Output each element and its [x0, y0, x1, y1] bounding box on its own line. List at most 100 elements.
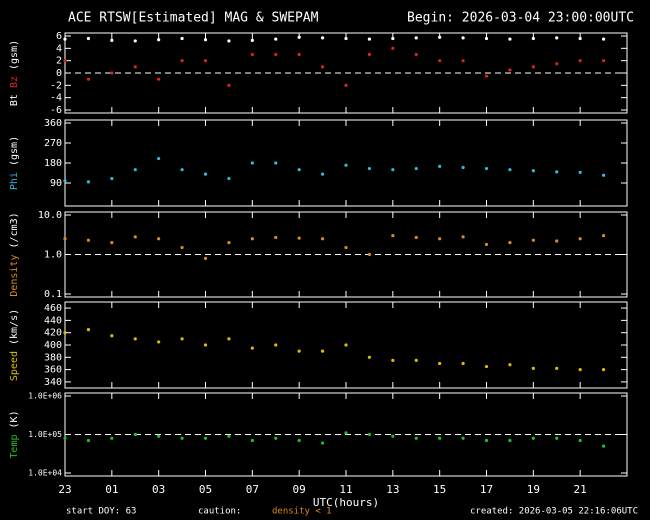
panel-frame [64, 119, 628, 207]
data-point [555, 62, 559, 66]
data-point [157, 77, 161, 81]
data-point [63, 237, 67, 241]
data-point [133, 65, 137, 69]
legend-entry: Speed [9, 351, 20, 381]
y-tick-label: 4 [56, 43, 62, 54]
data-point [63, 59, 67, 63]
y-tick-label: 400 [44, 340, 62, 351]
data-point [531, 65, 535, 69]
data-point [578, 36, 582, 41]
data-point [391, 46, 395, 50]
x-tick-label: 01 [105, 483, 118, 496]
data-point [180, 436, 184, 440]
data-point [250, 346, 254, 350]
data-point [157, 38, 161, 42]
x-tick-label: 21 [574, 483, 587, 496]
data-point [484, 74, 489, 78]
data-point [203, 59, 208, 63]
data-point [578, 237, 582, 241]
data-point [414, 436, 418, 440]
data-point [227, 176, 231, 181]
data-point [438, 237, 442, 241]
data-point [461, 235, 465, 239]
data-point [367, 252, 372, 257]
data-point [344, 163, 348, 167]
y-tick-label: 420 [44, 328, 62, 339]
data-point [461, 59, 465, 63]
data-point [110, 38, 114, 42]
y-tick-label: 360 [44, 118, 62, 129]
y-tick-label: 270 [44, 138, 62, 149]
data-point [555, 170, 559, 174]
data-point [367, 432, 372, 437]
data-point [274, 436, 278, 440]
x-tick-label: 19 [527, 483, 540, 496]
data-point [367, 52, 372, 57]
data-point [601, 173, 606, 177]
y-tick-label: 180 [44, 158, 62, 169]
data-point [250, 161, 254, 165]
x-tick-label: 09 [293, 483, 306, 496]
x-tick-label: 03 [152, 483, 165, 496]
data-point [157, 434, 161, 438]
x-tick-label: 15 [433, 483, 446, 496]
legend-entry: Bt [9, 94, 20, 106]
y-unit: (K) [9, 410, 20, 428]
y-tick-label: 460 [44, 303, 62, 314]
data-point [133, 168, 137, 172]
data-point [391, 168, 395, 172]
data-point [86, 328, 91, 332]
data-point [344, 431, 348, 435]
x-tick-label: 23 [58, 483, 71, 496]
data-point [531, 436, 535, 440]
data-point [110, 334, 114, 338]
data-point [63, 37, 67, 41]
data-point [555, 239, 559, 243]
y-axis-label: Temp (K) [9, 410, 20, 458]
data-point [297, 438, 301, 443]
y-axis-label: Speed (km/s) [9, 309, 20, 381]
data-point [86, 238, 91, 242]
x-axis-label: UTC(hours) [313, 496, 379, 509]
data-point [227, 337, 231, 341]
data-point [297, 35, 301, 39]
data-point [203, 436, 208, 440]
data-point [531, 169, 535, 173]
data-point [367, 37, 372, 41]
data-point [414, 36, 418, 40]
data-point [438, 35, 442, 39]
data-point [367, 355, 372, 359]
data-point [133, 432, 137, 437]
data-point [320, 441, 325, 445]
data-point [203, 343, 208, 347]
data-point [180, 337, 184, 341]
data-point [484, 36, 489, 41]
data-point [344, 83, 348, 87]
data-point [227, 434, 231, 438]
data-point [250, 237, 254, 241]
data-point [508, 438, 512, 443]
data-point [227, 241, 231, 245]
data-point [414, 235, 418, 240]
legend-entry: Bz [9, 76, 20, 88]
y-unit: (gsm) [9, 136, 20, 166]
data-point [391, 434, 395, 438]
data-point [601, 368, 606, 372]
begin: Begin: 2026-03-04 23:00:00UTC [407, 11, 634, 26]
data-point [484, 242, 489, 247]
y-tick-label: 0 [56, 68, 62, 79]
data-point [180, 168, 184, 172]
y-axis-label: Density (/cm3) [9, 212, 20, 296]
data-point [438, 59, 442, 63]
data-point [555, 436, 559, 440]
data-point [578, 59, 582, 63]
y-tick-label: -2 [50, 80, 62, 91]
data-point [391, 36, 395, 41]
data-point [508, 37, 512, 41]
data-point [508, 241, 512, 245]
data-point [578, 438, 582, 443]
data-point [86, 180, 91, 184]
data-point [133, 235, 137, 239]
data-point [180, 59, 184, 63]
